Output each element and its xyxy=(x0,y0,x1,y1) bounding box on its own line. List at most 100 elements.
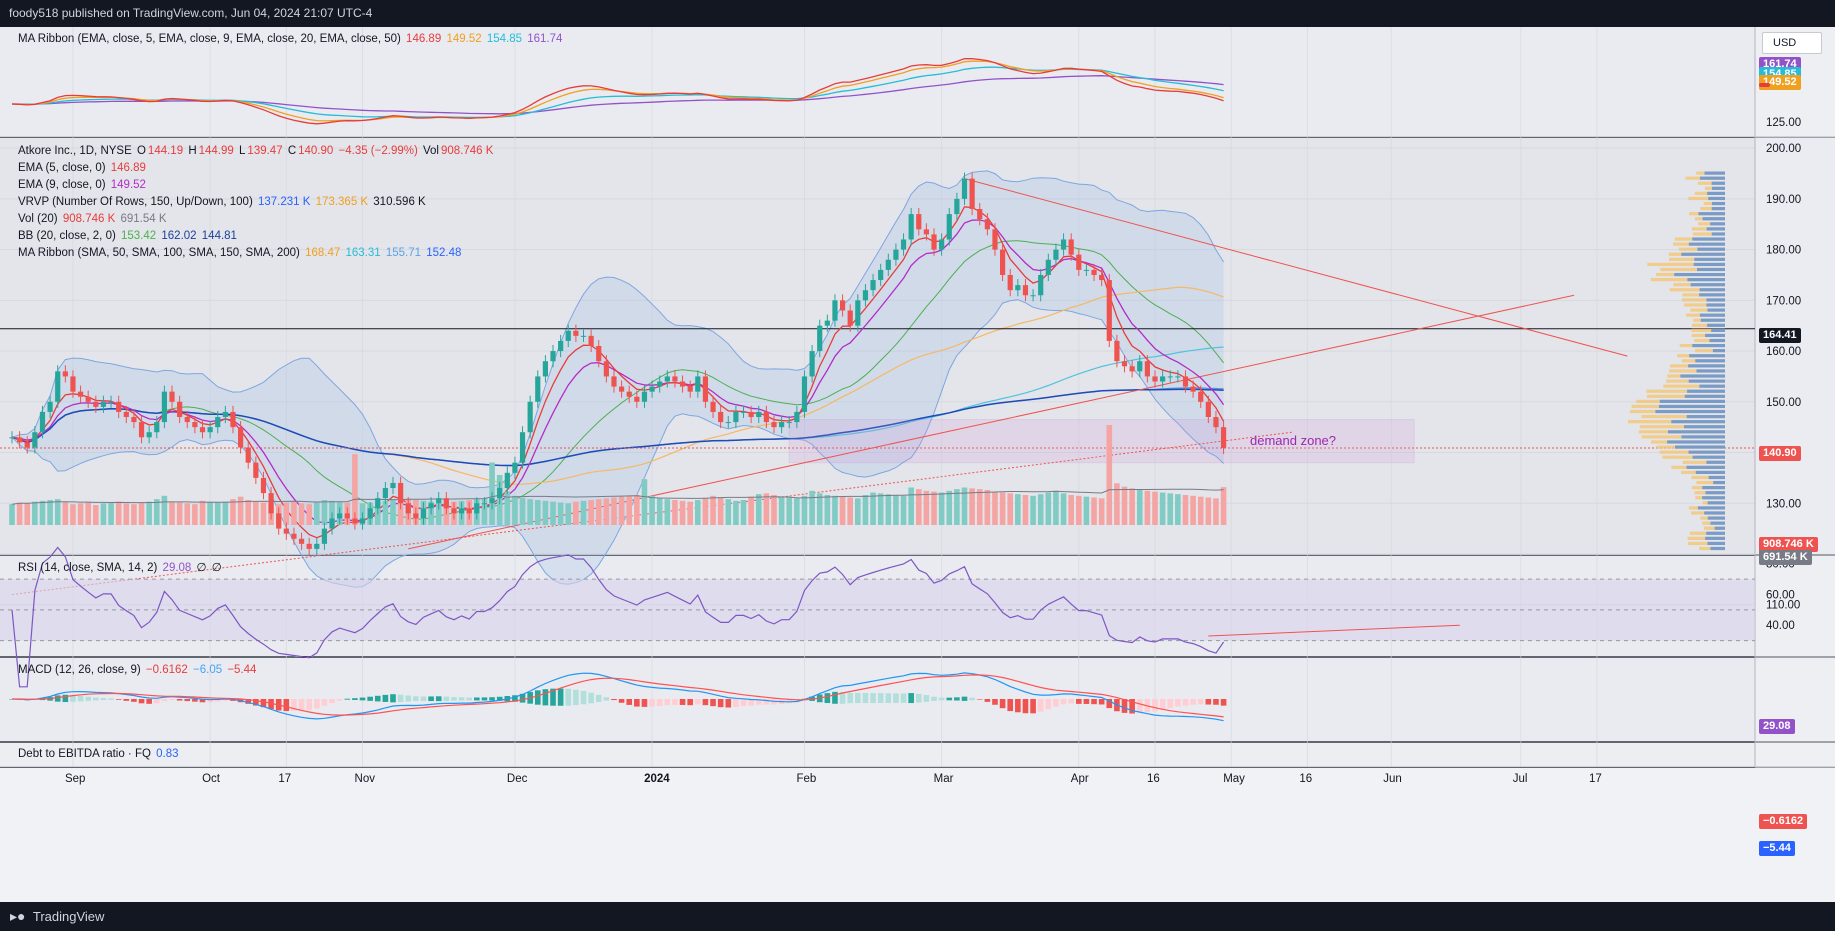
legend-debt[interactable]: Debt to EBITDA ratio · FQ 0.83 xyxy=(18,746,181,763)
macd-v2: −6.05 xyxy=(193,664,222,676)
rsi-tick-label: 40.00 xyxy=(1766,620,1795,632)
legend-vrvp[interactable]: VRVP (Number Of Rows, 150, Up/Down, 100)… xyxy=(18,194,428,211)
macd-histogram-bar xyxy=(162,699,168,701)
legend-ema5[interactable]: EMA (5, close, 0) 146.89 xyxy=(18,160,148,177)
tag-vol-ma: 691.54 K xyxy=(1759,550,1812,565)
volume-profile-row xyxy=(1660,400,1725,403)
macd-histogram-bar xyxy=(1053,699,1059,707)
footer: ▸● TradingView xyxy=(0,902,1835,931)
candle-body xyxy=(992,229,997,249)
vol20-v2: 691.54 K xyxy=(120,213,166,225)
candle-body xyxy=(284,529,289,534)
candle-body xyxy=(32,432,37,447)
price-tick-label: 160.00 xyxy=(1766,346,1801,358)
tag-ema5: 146.89 xyxy=(1759,83,1770,87)
volume-bar xyxy=(1221,487,1227,525)
currency-button[interactable]: USD xyxy=(1762,32,1822,54)
volume-bar xyxy=(1030,496,1036,525)
legend-sma-ribbon[interactable]: MA Ribbon (SMA, 50, SMA, 100, SMA, 150, … xyxy=(18,245,463,262)
volume-profile-row xyxy=(1689,451,1725,454)
macd-histogram-bar xyxy=(413,696,419,701)
macd-histogram-bar xyxy=(1084,699,1090,704)
debt-pane[interactable] xyxy=(0,743,1835,767)
vrvp-title: VRVP (Number Of Rows, 150, Up/Down, 100) xyxy=(18,196,253,208)
macd-histogram-bar xyxy=(1213,699,1219,705)
candle-body xyxy=(307,544,312,549)
legend-rsi[interactable]: RSI (14, close, SMA, 14, 2) 29.08 ∅ ∅ xyxy=(18,560,224,577)
volume-profile-row xyxy=(1701,319,1725,322)
macd-histogram-bar xyxy=(649,699,655,707)
chart-area[interactable]: 200.00 190.00 180.00 170.00 160.00 150.00 140.… xyxy=(0,27,1835,902)
candle-body xyxy=(1023,285,1028,295)
time-tick-label: Jul xyxy=(1513,773,1528,785)
candle-body xyxy=(566,331,571,341)
legend-vol20[interactable]: Vol (20) 908.746 K 691.54 K xyxy=(18,211,169,228)
volume-bar xyxy=(680,501,686,525)
volume-bar xyxy=(131,504,137,525)
candle-body xyxy=(436,498,441,503)
symbol-close: 140.90 xyxy=(298,145,333,157)
volume-profile-row xyxy=(1713,349,1725,352)
volume-bar xyxy=(306,504,312,525)
legend-ema-ribbon[interactable]: MA Ribbon (EMA, close, 5, EMA, close, 9,… xyxy=(18,31,564,48)
macd-histogram-bar xyxy=(184,699,190,701)
macd-histogram-bar xyxy=(383,695,389,702)
volume-bar xyxy=(832,496,838,525)
time-tick-label: 17 xyxy=(1589,773,1602,785)
volume-profile-row xyxy=(1711,329,1725,332)
macd-histogram-bar xyxy=(131,699,137,702)
tag-macd-signal: −5.44 xyxy=(1759,841,1795,856)
legend-ema9[interactable]: EMA (9, close, 0) 149.52 xyxy=(18,177,148,194)
candle-body xyxy=(1099,275,1104,280)
volume-bar xyxy=(969,488,975,525)
volume-profile-row xyxy=(1702,496,1725,499)
macd-histogram-bar xyxy=(1000,699,1006,708)
candle-body xyxy=(520,432,525,462)
time-axis[interactable] xyxy=(0,768,1835,902)
candle-body xyxy=(1038,275,1043,295)
volume-bar xyxy=(550,502,556,525)
candle-body xyxy=(322,529,327,544)
volume-profile-row xyxy=(1691,283,1725,286)
candle-body xyxy=(368,508,373,518)
publisher-text: foody518 published on TradingView.com, J… xyxy=(9,6,372,20)
volume-bar xyxy=(710,496,716,525)
macd-histogram-bar xyxy=(1152,699,1158,711)
legend-ema-ribbon-v1: 146.89 xyxy=(406,33,441,45)
time-tick-label: Feb xyxy=(796,773,816,785)
candle-body xyxy=(40,412,45,432)
symbol-l-label: L xyxy=(239,145,245,157)
volume-profile-row xyxy=(1689,380,1725,383)
macd-histogram-bar xyxy=(1190,699,1196,705)
macd-histogram-bar xyxy=(322,699,328,706)
candle-body xyxy=(718,412,723,422)
footer-brand: TradingView xyxy=(33,909,105,924)
candle-body xyxy=(1130,366,1135,371)
volume-bar xyxy=(1061,493,1067,525)
price-tick-label: 170.00 xyxy=(1766,295,1801,307)
candle-body xyxy=(329,518,334,528)
volume-bar xyxy=(695,500,701,525)
legend-macd[interactable]: MACD (12, 26, close, 9) −0.6162 −6.05 −5… xyxy=(18,662,258,679)
candle-body xyxy=(192,422,197,427)
volume-bar xyxy=(17,503,23,526)
tag-close-140: 140.90 xyxy=(1759,446,1801,461)
volume-bar xyxy=(1007,493,1013,525)
volume-bar xyxy=(1023,495,1029,525)
candle-body xyxy=(1008,275,1013,290)
volume-bar xyxy=(101,503,107,525)
volume-bar xyxy=(672,500,678,525)
macd-histogram-bar xyxy=(55,695,61,701)
candle-body xyxy=(703,376,708,401)
macd-histogram-bar xyxy=(642,699,648,707)
rsi-v3: ∅ xyxy=(212,562,222,574)
macd-v3: −5.44 xyxy=(227,664,256,676)
volume-profile-row xyxy=(1706,298,1725,301)
volume-profile-row xyxy=(1707,324,1725,327)
candle-body xyxy=(497,488,502,498)
macd-histogram-bar xyxy=(1091,699,1097,704)
symbol-low: 139.47 xyxy=(247,145,282,157)
legend-bb[interactable]: BB (20, close, 2, 0) 153.42 162.02 144.8… xyxy=(18,228,239,245)
macd-histogram-bar xyxy=(1030,699,1036,713)
legend-symbol[interactable]: Atkore Inc., 1D, NYSE O 144.19 H 144.99 L1… xyxy=(18,143,495,160)
